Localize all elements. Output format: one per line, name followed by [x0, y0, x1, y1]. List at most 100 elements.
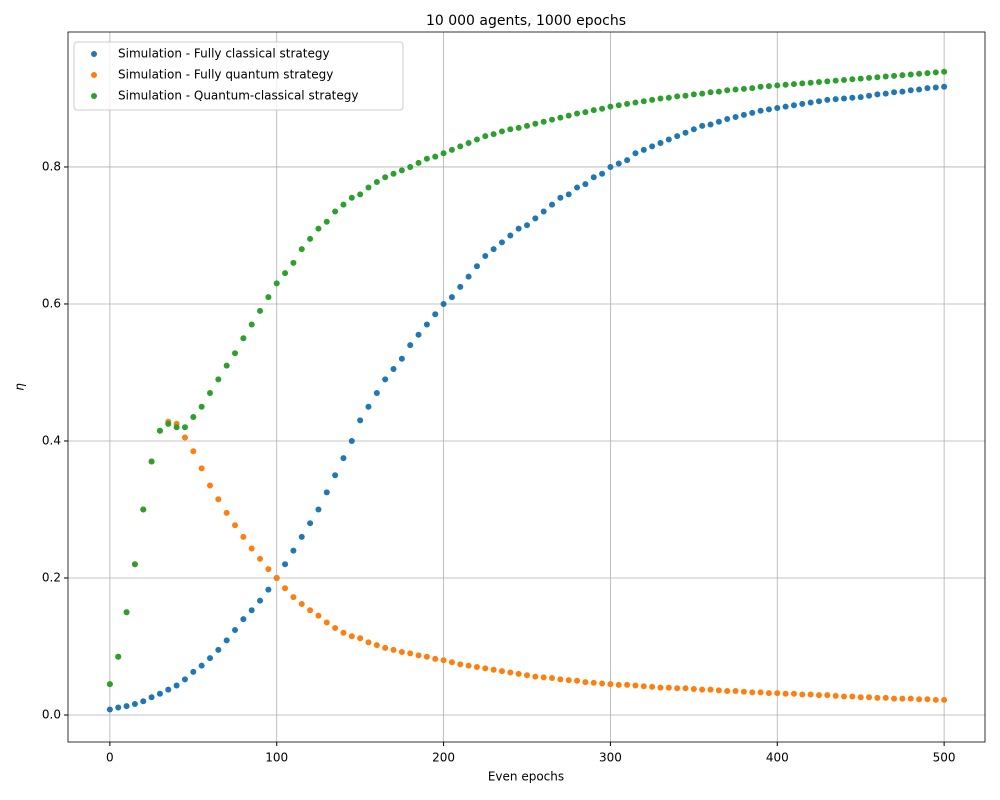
point — [782, 81, 789, 88]
point — [398, 648, 405, 655]
point — [582, 181, 589, 188]
point — [557, 114, 564, 121]
point — [223, 637, 230, 644]
x-tick-label: 400 — [766, 751, 789, 765]
point — [198, 662, 205, 669]
point — [857, 75, 864, 82]
x-axis-label: Even epochs — [488, 770, 564, 784]
point — [749, 109, 756, 116]
point — [248, 321, 255, 328]
point — [649, 143, 656, 150]
point — [674, 93, 681, 100]
point — [332, 625, 339, 632]
point — [899, 695, 906, 702]
point — [866, 694, 873, 701]
point — [457, 143, 464, 150]
point — [390, 170, 397, 177]
point — [232, 350, 239, 357]
point — [173, 424, 180, 431]
point — [498, 128, 505, 135]
point — [382, 644, 389, 651]
point — [315, 506, 322, 513]
point — [674, 685, 681, 692]
point — [382, 376, 389, 383]
point — [807, 691, 814, 698]
point — [257, 555, 264, 562]
point — [106, 706, 113, 713]
point — [382, 174, 389, 181]
point — [790, 102, 797, 109]
point — [357, 191, 364, 198]
point — [357, 635, 364, 642]
point — [298, 533, 305, 540]
point — [757, 107, 764, 114]
point — [774, 690, 781, 697]
point — [674, 133, 681, 140]
point — [215, 376, 222, 383]
point — [607, 681, 614, 688]
point — [307, 235, 314, 242]
point — [123, 703, 130, 710]
y-tick-label: 0.4 — [42, 433, 61, 447]
point — [565, 677, 572, 684]
point — [323, 218, 330, 225]
point — [490, 246, 497, 253]
point — [432, 311, 439, 318]
point — [690, 126, 697, 133]
point — [448, 659, 455, 666]
point — [290, 547, 297, 554]
point — [924, 70, 931, 77]
point — [799, 80, 806, 87]
point — [749, 689, 756, 696]
point — [916, 86, 923, 93]
point — [941, 83, 948, 90]
point — [807, 79, 814, 86]
point — [273, 574, 280, 581]
legend-label: Simulation - Fully quantum strategy — [118, 68, 333, 82]
point — [749, 85, 756, 92]
point — [507, 669, 514, 676]
point — [198, 403, 205, 410]
point — [307, 607, 314, 614]
point — [365, 639, 372, 646]
point — [682, 129, 689, 136]
point — [707, 89, 714, 96]
point — [190, 448, 197, 455]
point — [857, 694, 864, 701]
point — [307, 520, 314, 527]
point — [423, 155, 430, 162]
point — [632, 150, 639, 157]
point — [916, 70, 923, 77]
point — [790, 690, 797, 697]
point — [315, 225, 322, 232]
point — [290, 259, 297, 266]
point — [440, 300, 447, 307]
point — [607, 163, 614, 170]
point — [849, 693, 856, 700]
point — [282, 270, 289, 277]
point — [407, 650, 414, 657]
point — [924, 696, 931, 703]
point — [515, 124, 522, 131]
point — [832, 77, 839, 84]
point — [190, 668, 197, 675]
point — [215, 646, 222, 653]
point — [448, 294, 455, 301]
point — [632, 682, 639, 689]
point — [740, 111, 747, 118]
point — [232, 627, 239, 634]
point — [882, 694, 889, 701]
point — [181, 676, 188, 683]
point — [140, 698, 147, 705]
point — [574, 110, 581, 117]
x-tick-label: 500 — [933, 751, 956, 765]
point — [665, 94, 672, 101]
point — [465, 139, 472, 146]
point — [448, 146, 455, 153]
point — [699, 122, 706, 129]
point — [732, 688, 739, 695]
point — [348, 194, 355, 201]
point — [323, 489, 330, 496]
point — [465, 662, 472, 669]
